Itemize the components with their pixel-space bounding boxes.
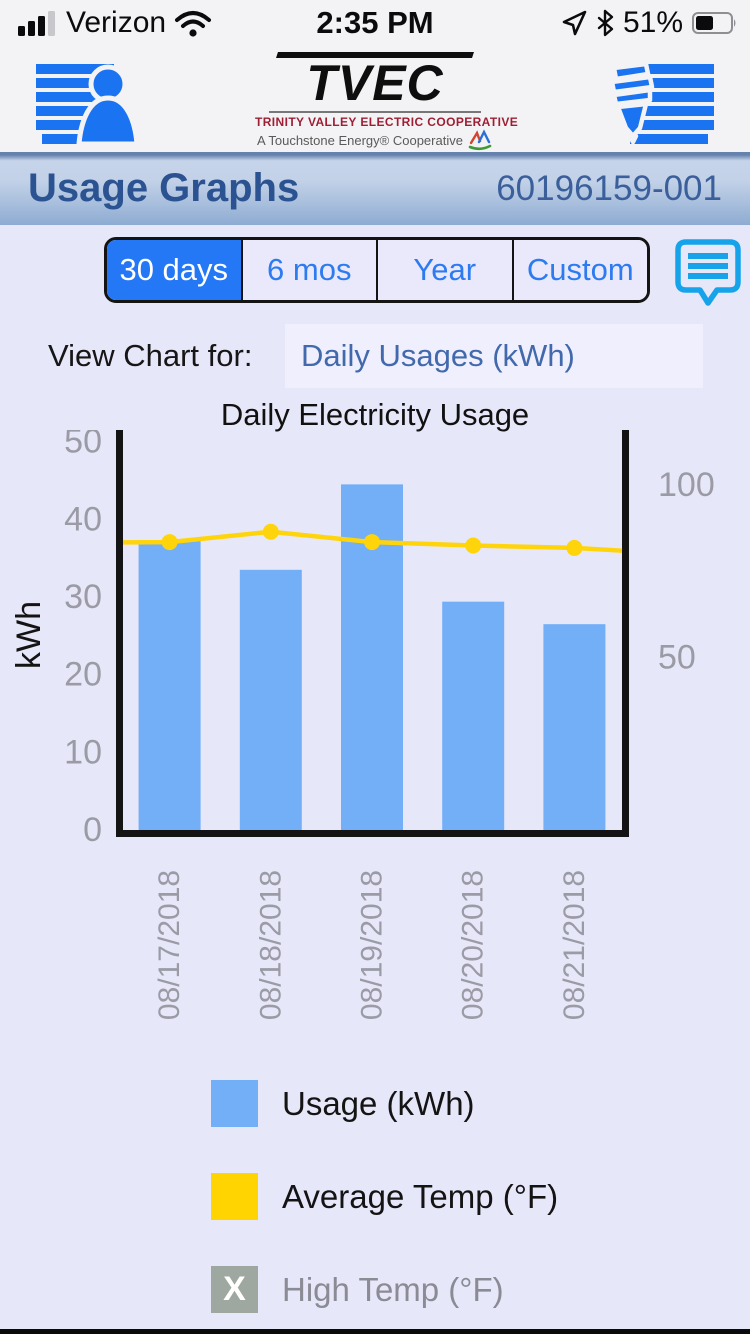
average-temp-point [566, 539, 583, 556]
title-bar: Usage Graphs 60196159-001 [0, 152, 750, 225]
average-temp-point [364, 534, 380, 551]
tab-custom[interactable]: Custom [513, 240, 647, 300]
left-tick-label: 20 [64, 656, 102, 694]
tvec-logo: TVEC TRINITY VALLEY ELECTRIC COOPERATIVE… [255, 52, 519, 151]
cfl-bulb-silhouette [609, 62, 655, 145]
bluetooth-icon [597, 9, 614, 37]
status-right-group: 51% [560, 0, 738, 46]
bottom-axis-line [116, 830, 629, 837]
location-arrow-icon [562, 10, 587, 36]
clock-label: 2:35 PM [316, 5, 434, 40]
touchstone-energy-icon [468, 129, 492, 151]
usage-chart: 0 10 20 30 40 50 kWh 50 100 08/17/2018 08/18/2018 0… [10, 430, 715, 1020]
top-chrome: Verizon 2:35 PM 51% [0, 0, 750, 152]
usage-bar [138, 540, 201, 830]
date-range-tab-group: 30 days 6 mos Year Custom [104, 237, 650, 303]
average-temp-point [262, 523, 279, 540]
logo-word: TVEC [306, 55, 444, 111]
tab-6-mos[interactable]: 6 mos [242, 240, 378, 300]
bottom-edge-line [0, 1329, 750, 1334]
usage-swatch [211, 1080, 258, 1127]
usage-menu-icon[interactable] [600, 62, 716, 146]
left-tick-label: 40 [64, 500, 102, 538]
x-category-label: 08/19/2018 [356, 870, 389, 1020]
view-chart-row: View Chart for: Daily Usages (kWh) [0, 324, 750, 388]
chart-type-select[interactable]: Daily Usages (kWh) [285, 324, 703, 388]
left-axis-title: kWh [10, 601, 48, 669]
left-tick-label: 0 [83, 811, 102, 849]
x-category-label: 08/21/2018 [558, 870, 591, 1020]
right-tick-label: 100 [658, 466, 715, 504]
account-number: 60196159-001 [496, 168, 722, 208]
wifi-icon [175, 11, 212, 37]
x-category-label: 08/20/2018 [457, 870, 490, 1020]
legend-item-usage[interactable]: Usage (kWh) [211, 1080, 475, 1127]
average-temp-point [161, 534, 178, 551]
status-bar: Verizon 2:35 PM 51% [0, 0, 750, 46]
battery-percent-label: 51% [622, 6, 683, 39]
carrier-label: Verizon [66, 6, 167, 39]
x-category-label: 08/17/2018 [153, 870, 186, 1020]
legend-item-high-temp[interactable]: X High Temp (°F) [211, 1266, 504, 1313]
cell-signal-icon [18, 11, 55, 36]
usage-bar [239, 569, 302, 830]
right-axis-line [622, 430, 629, 837]
logo-touchstone-line: A Touchstone Energy® Cooperative [255, 129, 495, 151]
usage-bar [442, 601, 505, 830]
left-tick-label: 10 [64, 733, 102, 771]
right-tick-label: 50 [658, 639, 696, 677]
person-silhouette [76, 64, 140, 146]
left-tick-label: 50 [64, 430, 102, 461]
tab-year[interactable]: Year [378, 240, 514, 300]
account-menu-icon[interactable] [34, 62, 150, 146]
left-axis-line [116, 430, 123, 837]
app-header: TVEC TRINITY VALLEY ELECTRIC COOPERATIVE… [0, 46, 750, 152]
left-tick-label: 30 [64, 578, 102, 616]
legend-item-average-temp[interactable]: Average Temp (°F) [211, 1173, 558, 1220]
page-title: Usage Graphs [28, 166, 300, 210]
logo-coop-name: TRINITY VALLEY ELECTRIC COOPERATIVE [255, 115, 519, 129]
average-temp-point [465, 537, 482, 554]
status-left-group: Verizon [18, 0, 212, 46]
high-temp-swatch-disabled: X [211, 1266, 258, 1313]
battery-icon [692, 12, 736, 34]
logo-top-bar [276, 52, 474, 58]
usage-bar [543, 624, 606, 830]
average-temp-swatch [211, 1173, 258, 1220]
view-chart-label: View Chart for: [48, 338, 253, 373]
comment-icon[interactable] [674, 238, 742, 308]
x-category-label: 08/18/2018 [254, 870, 287, 1020]
tab-30-days[interactable]: 30 days [107, 240, 243, 300]
chart-title: Daily Electricity Usage [220, 397, 530, 432]
